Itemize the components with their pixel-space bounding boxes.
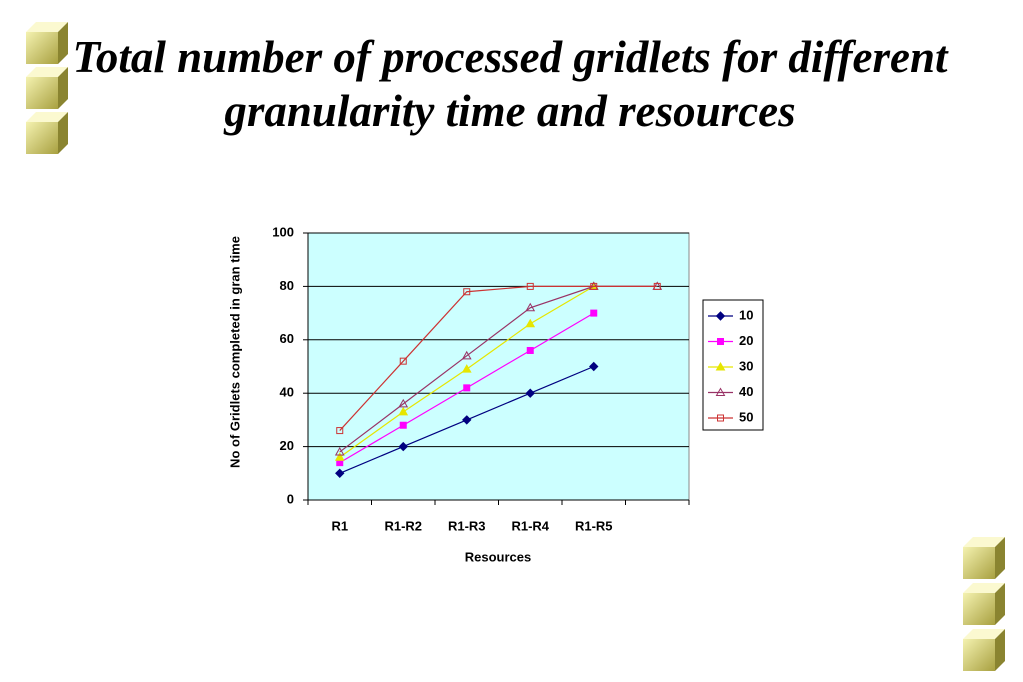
y-tick-label: 20 [280,438,294,453]
slide-title: Total number of processed gridlets for d… [72,32,948,136]
y-axis-label: No of Gridlets completed in gran time [227,236,243,468]
x-tick-label: R1-R2 [384,518,422,533]
legend-marker [717,338,724,345]
x-axis-label: Resources [465,549,531,564]
legend-marker [715,387,726,396]
legend-marker [715,311,726,321]
data-point [525,388,535,398]
data-point [462,415,472,425]
decor-cube [963,537,1005,579]
data-point [336,427,344,435]
data-point [334,446,345,456]
x-tick-label: R1 [331,518,348,533]
decor-cube [963,629,1005,671]
data-point [398,441,408,452]
data-point [653,282,661,290]
data-point [463,384,471,392]
data-point [461,364,472,373]
legend-label: 10 [739,307,753,322]
data-point [525,318,536,328]
y-tick-label: 60 [280,331,294,346]
decor-cube [26,67,68,109]
data-point [526,346,534,354]
legend-label: 20 [739,333,753,348]
data-point [589,361,599,372]
data-point [399,357,407,365]
x-tick-label: R1-R5 [575,518,613,533]
legend-label: 40 [739,384,753,399]
data-point [525,302,536,312]
decor-cube [963,583,1005,625]
decor-cube [26,22,68,64]
plot-area [307,232,690,501]
legend-label: 30 [739,358,753,373]
legend-label: 50 [739,409,753,424]
data-point [590,309,598,317]
data-point [590,282,598,290]
data-point [398,406,409,416]
data-point [398,398,409,408]
legend [702,299,764,431]
decor-cube [26,112,68,154]
legend-marker [717,414,724,422]
y-tick-label: 0 [287,491,294,506]
y-tick-label: 40 [280,385,294,400]
y-tick-label: 100 [272,224,294,239]
legend-marker [715,361,726,371]
y-tick-label: 80 [280,278,294,293]
series-line [339,285,658,431]
data-point [399,421,407,429]
x-tick-label: R1-R4 [511,518,549,533]
data-point [334,452,345,461]
data-point [335,468,345,479]
data-point [526,282,534,290]
data-point [463,288,471,296]
data-point [461,350,472,360]
x-tick-label: R1-R3 [448,518,486,533]
